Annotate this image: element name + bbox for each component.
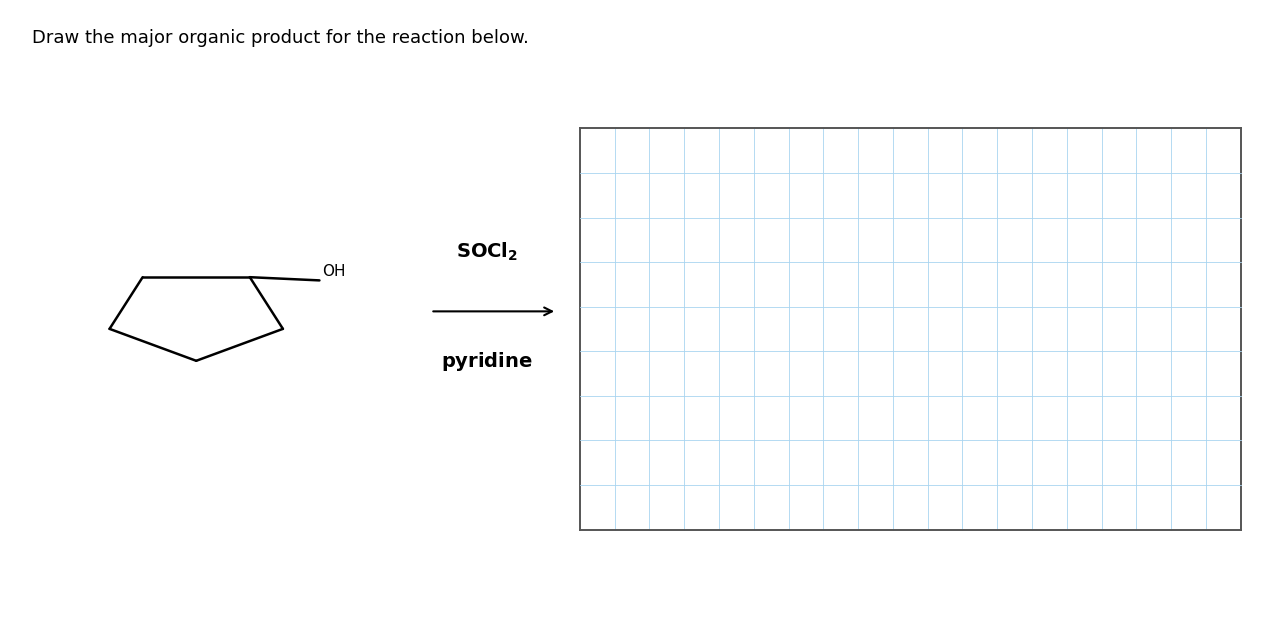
Text: $\mathbf{SOCl_2}$: $\mathbf{SOCl_2}$ xyxy=(456,241,519,263)
Text: OH: OH xyxy=(322,264,346,279)
Text: Draw the major organic product for the reaction below.: Draw the major organic product for the r… xyxy=(32,29,528,47)
Text: $\mathbf{pyridine}$: $\mathbf{pyridine}$ xyxy=(442,350,533,373)
